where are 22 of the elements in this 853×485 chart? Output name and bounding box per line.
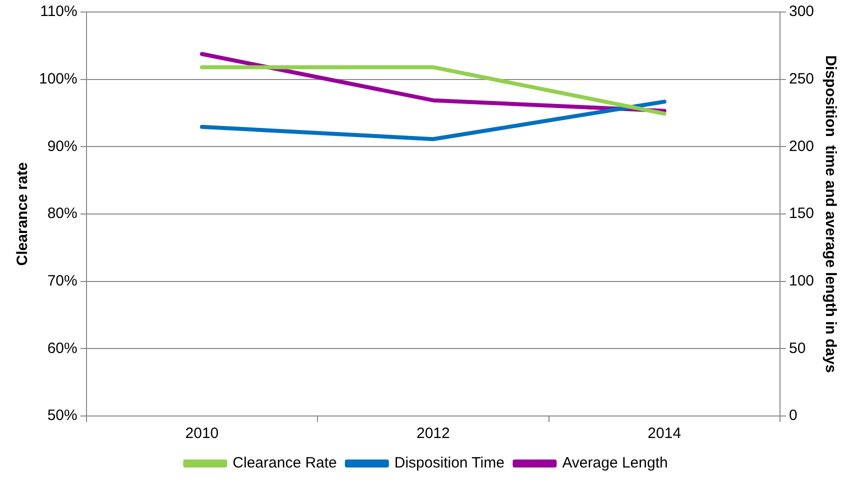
y-axis-title: Clearance rate (14, 162, 32, 266)
y2-tick-label: 200 (788, 138, 814, 155)
y-tick-label: 80% (47, 205, 78, 222)
y2-axis-title: Disposition time and average length in days (822, 55, 839, 373)
y-tick-label: 50% (47, 407, 78, 424)
y2-tick-label: 300 (788, 3, 814, 20)
legend-label: Clearance Rate (232, 454, 337, 472)
y2-tick-label: 50 (788, 340, 806, 357)
y2-tick-label: 250 (788, 70, 814, 88)
x-tick-label: 2010 (185, 425, 219, 442)
legend-label: Disposition Time (394, 454, 504, 472)
y-tick-label: 100% (38, 70, 78, 88)
y-tick-label: 90% (47, 138, 78, 155)
y-tick-label: 60% (47, 340, 78, 357)
y2-tick-label: 150 (788, 205, 814, 222)
y-tick-label: 70% (47, 272, 78, 290)
legend-label: Average Length (562, 454, 668, 472)
y-tick-label: 110% (40, 3, 78, 20)
y2-tick-label: 0 (788, 407, 798, 424)
y2-tick-label: 100 (788, 272, 814, 290)
x-tick-label: 2014 (648, 425, 682, 442)
x-tick-label: 2012 (416, 425, 450, 442)
